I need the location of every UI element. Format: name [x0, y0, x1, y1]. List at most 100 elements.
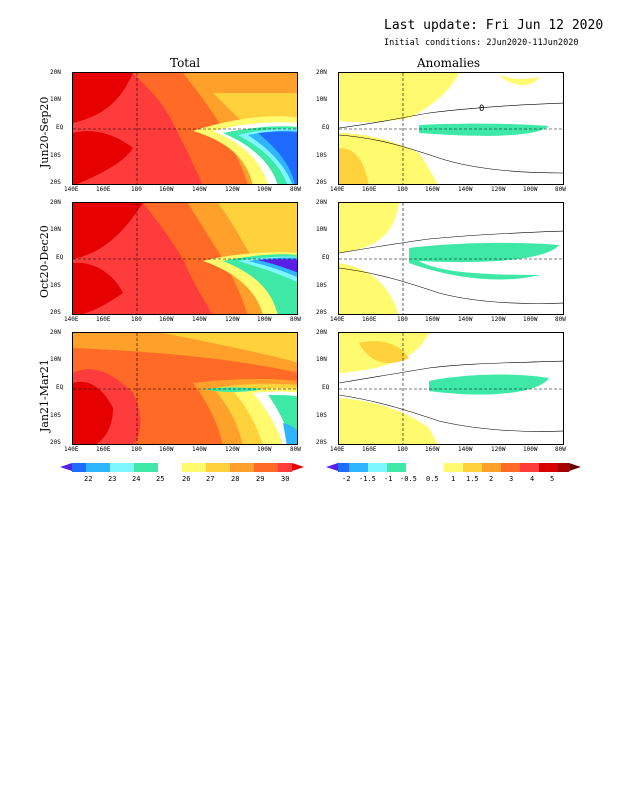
- x-tick: 160E: [362, 446, 377, 453]
- x-tick: 180: [397, 446, 408, 453]
- x-tick: 120W: [491, 316, 506, 323]
- y-tick: 20N: [50, 329, 61, 336]
- x-tick: 120W: [491, 186, 506, 193]
- y-tick: 10S: [316, 152, 327, 159]
- x-tick: 160E: [96, 316, 111, 323]
- x-tick: 100W: [523, 446, 538, 453]
- x-tick: 160W: [425, 446, 440, 453]
- y-tick: EQ: [56, 124, 64, 131]
- colorbar-label: 25: [156, 475, 165, 483]
- y-tick: 10S: [316, 282, 327, 289]
- contour-label: 0: [479, 104, 484, 114]
- total-map-oct-dec: [72, 202, 298, 315]
- x-tick: 140W: [458, 316, 473, 323]
- y-tick: 10S: [316, 412, 327, 419]
- colorbar-label: -2: [342, 475, 351, 483]
- x-tick: 100W: [257, 316, 272, 323]
- x-tick: 180: [131, 186, 142, 193]
- colorbar-label: 30: [281, 475, 290, 483]
- column-title-total: Total: [170, 56, 201, 70]
- colorbar-label: 22: [84, 475, 93, 483]
- x-tick: 160W: [159, 186, 174, 193]
- y-tick: 10S: [50, 282, 61, 289]
- y-tick: 10S: [50, 152, 61, 159]
- y-tick: EQ: [322, 254, 330, 261]
- colorbar-label: 0.5: [426, 475, 439, 483]
- colorbar-arrow-left: [326, 463, 338, 471]
- colorbar-label: -1: [384, 475, 393, 483]
- x-tick: 120W: [225, 316, 240, 323]
- colorbar-label: 23: [108, 475, 117, 483]
- colorbar-label: 28: [231, 475, 240, 483]
- y-tick: EQ: [56, 384, 64, 391]
- x-tick: 180: [131, 316, 142, 323]
- x-tick: 80W: [290, 446, 301, 453]
- x-tick: 100W: [257, 186, 272, 193]
- initial-conditions-text: Initial conditions: 2Jun2020-11Jun2020: [384, 38, 579, 48]
- x-tick: 80W: [555, 186, 566, 193]
- total-map-jun-sep: [72, 72, 298, 185]
- x-tick: 140E: [330, 316, 345, 323]
- y-tick: 20S: [50, 439, 61, 446]
- x-tick: 120W: [225, 446, 240, 453]
- x-tick: 120W: [225, 186, 240, 193]
- colorbar-label: 24: [132, 475, 141, 483]
- column-title-anomalies: Anomalies: [417, 56, 481, 70]
- y-tick: EQ: [322, 124, 330, 131]
- x-tick: 160W: [159, 446, 174, 453]
- colorbar-label: 27: [206, 475, 215, 483]
- colorbar-label: 5: [550, 475, 555, 483]
- y-tick: 10N: [316, 96, 327, 103]
- row-label-jan-mar: Jan21-Mar21: [38, 359, 51, 432]
- y-tick: 20S: [316, 309, 327, 316]
- colorbar-label: 26: [182, 475, 191, 483]
- last-update-text: Last update: Fri Jun 12 2020: [384, 18, 604, 33]
- colorbar-arrow-right: [292, 463, 304, 471]
- y-tick: 10S: [50, 412, 61, 419]
- x-tick: 100W: [257, 446, 272, 453]
- x-tick: 80W: [555, 316, 566, 323]
- x-tick: 140W: [458, 446, 473, 453]
- total-colorbar: [60, 463, 304, 472]
- x-tick: 140E: [330, 446, 345, 453]
- x-tick: 140E: [64, 186, 79, 193]
- y-tick: 20S: [50, 179, 61, 186]
- anomaly-colorbar: [326, 463, 581, 472]
- x-tick: 120W: [491, 446, 506, 453]
- x-tick: 100W: [523, 186, 538, 193]
- y-tick: 20N: [316, 199, 327, 206]
- anomaly-map-jun-sep: 0: [338, 72, 564, 185]
- y-tick: EQ: [322, 384, 330, 391]
- x-tick: 140W: [192, 446, 207, 453]
- colorbar-label: -1.5: [359, 475, 376, 483]
- x-tick: 160W: [425, 316, 440, 323]
- x-tick: 160W: [425, 186, 440, 193]
- y-tick: 20S: [50, 309, 61, 316]
- y-tick: 10N: [316, 226, 327, 233]
- x-tick: 160E: [96, 446, 111, 453]
- x-tick: 160E: [362, 186, 377, 193]
- colorbar-label: 4: [530, 475, 535, 483]
- x-tick: 160E: [96, 186, 111, 193]
- colorbar-label: 2: [489, 475, 494, 483]
- x-tick: 140E: [64, 316, 79, 323]
- x-tick: 160W: [159, 316, 174, 323]
- x-tick: 160E: [362, 316, 377, 323]
- colorbar-label: 1.5: [466, 475, 479, 483]
- colorbar-arrow-left: [60, 463, 72, 471]
- x-tick: 180: [397, 186, 408, 193]
- y-tick: 20N: [50, 69, 61, 76]
- y-tick: 20S: [316, 179, 327, 186]
- x-tick: 140E: [64, 446, 79, 453]
- x-tick: 140W: [192, 316, 207, 323]
- x-tick: 180: [397, 316, 408, 323]
- y-tick: 20N: [316, 329, 327, 336]
- y-tick: 10N: [50, 96, 61, 103]
- anomaly-map-oct-dec: [338, 202, 564, 315]
- y-tick: EQ: [56, 254, 64, 261]
- y-tick: 20S: [316, 439, 327, 446]
- colorbar-label: 3: [509, 475, 514, 483]
- x-tick: 140W: [458, 186, 473, 193]
- colorbar-label: 1: [451, 475, 456, 483]
- total-map-jan-mar: [72, 332, 298, 445]
